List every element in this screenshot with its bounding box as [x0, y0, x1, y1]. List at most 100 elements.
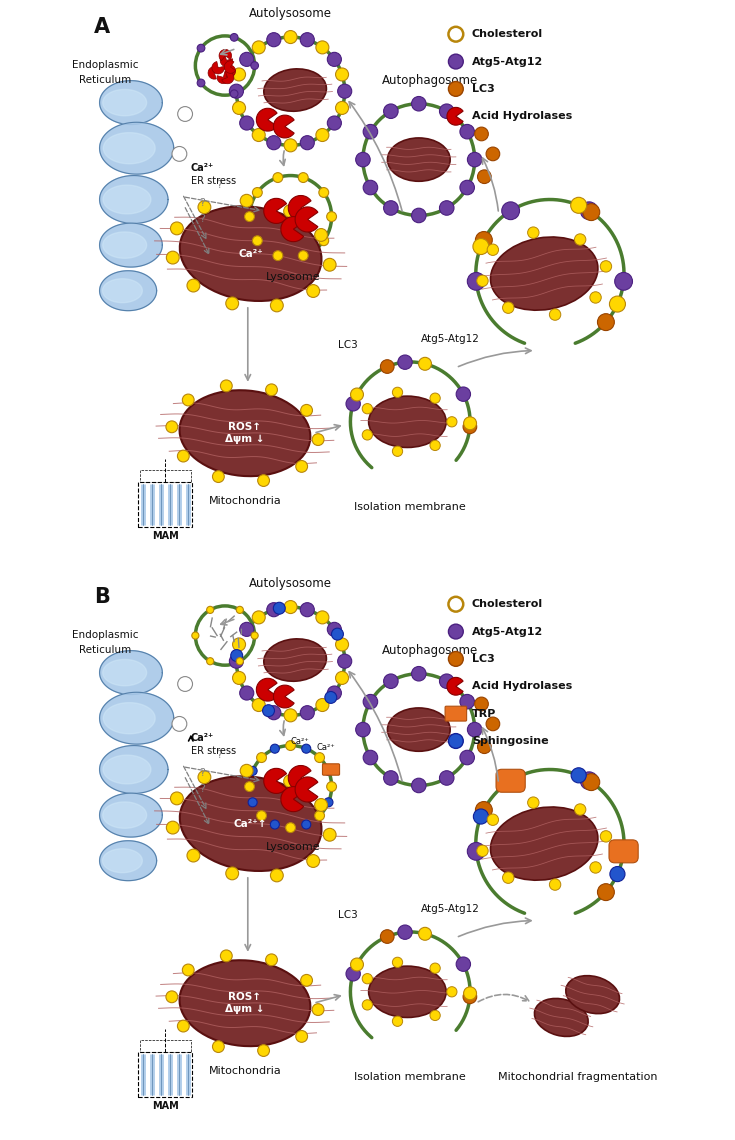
Circle shape: [336, 68, 348, 81]
Circle shape: [362, 430, 373, 440]
Circle shape: [418, 927, 431, 940]
Circle shape: [166, 421, 178, 433]
Polygon shape: [100, 793, 162, 837]
Text: Atg5-Atg12: Atg5-Atg12: [472, 57, 543, 66]
Text: Atg5-Atg12: Atg5-Atg12: [472, 627, 543, 636]
Polygon shape: [103, 231, 146, 259]
Circle shape: [166, 991, 178, 1003]
Text: Mitochondria: Mitochondria: [209, 1066, 282, 1076]
Text: LC3: LC3: [337, 910, 357, 920]
Circle shape: [220, 380, 232, 392]
Ellipse shape: [179, 960, 310, 1047]
FancyBboxPatch shape: [609, 840, 638, 863]
Circle shape: [248, 798, 257, 807]
Circle shape: [331, 628, 343, 640]
Circle shape: [236, 658, 243, 665]
Wedge shape: [257, 678, 277, 701]
Circle shape: [319, 236, 329, 245]
Polygon shape: [102, 849, 143, 872]
Ellipse shape: [369, 966, 446, 1017]
Circle shape: [316, 129, 329, 141]
Circle shape: [207, 606, 214, 613]
Circle shape: [351, 388, 363, 401]
Circle shape: [240, 52, 254, 66]
Text: Lysosome: Lysosome: [266, 272, 320, 283]
Wedge shape: [264, 198, 287, 223]
Circle shape: [240, 686, 254, 700]
Wedge shape: [273, 115, 294, 138]
Text: ?: ?: [216, 180, 222, 190]
Circle shape: [363, 104, 475, 215]
Polygon shape: [100, 746, 168, 793]
Circle shape: [456, 386, 470, 401]
Circle shape: [236, 606, 243, 613]
Text: Mitochondrial fragmentation: Mitochondrial fragmentation: [498, 1072, 657, 1082]
Circle shape: [300, 603, 315, 617]
Circle shape: [229, 654, 243, 668]
Ellipse shape: [387, 138, 450, 181]
Circle shape: [430, 393, 440, 404]
Polygon shape: [100, 651, 162, 694]
Circle shape: [476, 231, 492, 249]
Circle shape: [171, 792, 183, 805]
Polygon shape: [100, 692, 173, 744]
Text: ?: ?: [216, 750, 222, 760]
Circle shape: [300, 706, 315, 719]
Circle shape: [198, 771, 211, 783]
Circle shape: [327, 622, 341, 636]
Circle shape: [476, 801, 492, 819]
Circle shape: [220, 950, 232, 962]
Circle shape: [381, 360, 394, 374]
Polygon shape: [102, 279, 143, 302]
Circle shape: [448, 54, 463, 68]
Circle shape: [418, 357, 431, 370]
Circle shape: [412, 97, 426, 111]
Text: Sphingosine: Sphingosine: [472, 736, 548, 746]
Circle shape: [177, 450, 189, 462]
Circle shape: [478, 170, 491, 184]
Circle shape: [187, 279, 200, 292]
Circle shape: [456, 956, 470, 971]
Circle shape: [284, 709, 297, 722]
Circle shape: [575, 804, 586, 815]
Circle shape: [346, 967, 360, 982]
Wedge shape: [447, 107, 463, 125]
Circle shape: [487, 814, 498, 825]
Ellipse shape: [566, 976, 620, 1013]
Circle shape: [346, 397, 360, 412]
Circle shape: [503, 872, 514, 884]
Text: MAM: MAM: [151, 1101, 179, 1112]
Circle shape: [570, 197, 587, 213]
Circle shape: [460, 124, 474, 139]
Text: ?: ?: [199, 214, 205, 225]
Text: LC3: LC3: [337, 340, 357, 350]
Circle shape: [267, 706, 281, 719]
Circle shape: [609, 296, 625, 312]
Circle shape: [590, 862, 601, 873]
Wedge shape: [264, 768, 287, 793]
Text: Isolation membrane: Isolation membrane: [354, 1072, 466, 1082]
Circle shape: [237, 36, 345, 146]
Text: ROS↑
Δψm ↓: ROS↑ Δψm ↓: [225, 993, 265, 1013]
Circle shape: [240, 194, 253, 207]
Circle shape: [252, 129, 265, 141]
Circle shape: [363, 124, 378, 139]
Circle shape: [265, 954, 277, 966]
Circle shape: [197, 79, 205, 87]
Circle shape: [412, 667, 426, 681]
Circle shape: [430, 440, 440, 450]
Circle shape: [362, 404, 373, 414]
Circle shape: [226, 866, 239, 880]
Circle shape: [166, 821, 179, 834]
Circle shape: [248, 766, 257, 775]
Circle shape: [392, 446, 403, 456]
Circle shape: [270, 744, 279, 754]
Circle shape: [172, 717, 187, 732]
Circle shape: [327, 52, 341, 66]
Polygon shape: [103, 801, 146, 829]
Circle shape: [232, 638, 245, 651]
Text: Mitochondria: Mitochondria: [209, 496, 282, 506]
Circle shape: [549, 879, 561, 890]
Circle shape: [187, 849, 200, 862]
Circle shape: [273, 251, 283, 261]
